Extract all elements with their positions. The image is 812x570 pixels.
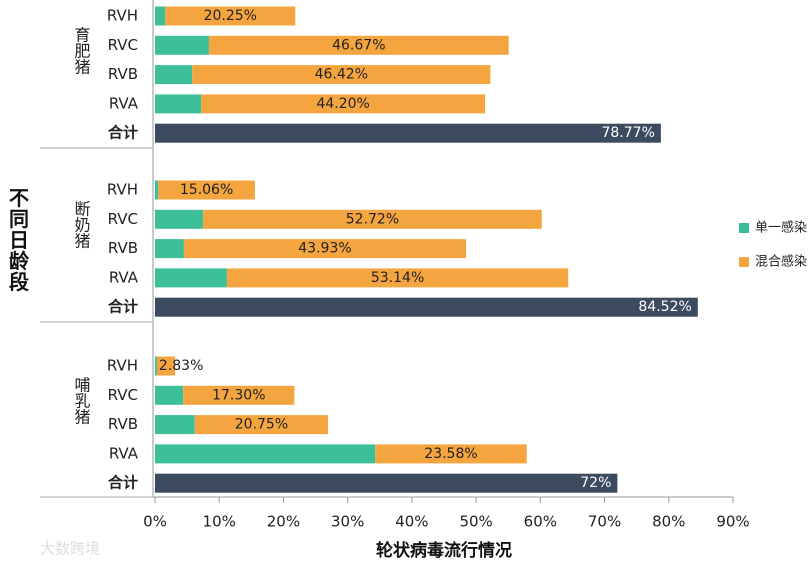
category-label: RVH (107, 181, 138, 199)
category-label: RVH (107, 357, 138, 375)
bar-segment (155, 6, 166, 26)
bar-segment (155, 268, 227, 288)
bar-segment (226, 268, 569, 288)
category-label: 合计 (107, 298, 138, 316)
bar-segment (208, 35, 509, 55)
category-label: RVA (109, 94, 139, 112)
x-tick-label: 10% (203, 513, 236, 531)
bar-segment (155, 356, 157, 376)
bar-segment (183, 385, 295, 405)
value-label: 20.25% (204, 8, 257, 24)
category-label: RVC (108, 36, 138, 54)
x-tick-label: 0% (143, 513, 167, 531)
bar-segment (156, 356, 176, 376)
value-label: 43.93% (298, 241, 351, 257)
bar-segment (155, 65, 193, 85)
x-tick-label: 40% (395, 513, 428, 531)
watermark: 大数跨境 (40, 540, 100, 558)
bar-segment (192, 65, 491, 85)
bar-segment (375, 444, 527, 464)
value-label: 44.20% (316, 96, 369, 112)
x-tick-label: 90% (716, 513, 749, 531)
bar-segment (158, 180, 255, 200)
category-label: RVB (108, 415, 138, 433)
group-label: 断奶猪 (72, 201, 91, 250)
x-axis-title: 轮状病毒流行情况 (376, 540, 512, 561)
value-label: 20.75% (235, 417, 288, 433)
category-label: 合计 (107, 474, 138, 492)
category-label: RVA (109, 268, 139, 286)
value-label: 53.14% (371, 270, 424, 286)
bar-segment (155, 180, 159, 200)
x-tick-label: 70% (588, 513, 621, 531)
category-label: RVH (107, 7, 138, 25)
total-label: 78.77% (601, 125, 654, 141)
category-label: 合计 (107, 124, 138, 142)
x-tick-label: 50% (459, 513, 492, 531)
group-label: 哺乳猪 (72, 377, 91, 426)
bar-segment (155, 385, 184, 405)
total-label: 84.52% (638, 299, 691, 315)
bar-segment (155, 209, 204, 229)
x-tick-label: 20% (267, 513, 300, 531)
y-axis-title: 不同日龄段 (6, 188, 30, 293)
category-label: RVA (109, 444, 139, 462)
bar-segment (155, 94, 202, 114)
bar-segment (165, 6, 296, 26)
bar-segment (155, 415, 195, 435)
legend-label: 混合感染 (755, 254, 807, 270)
bar-segment (155, 239, 184, 259)
category-label: RVC (108, 386, 138, 404)
bar-segment (155, 35, 209, 55)
category-label: RVB (108, 65, 138, 83)
total-bar (155, 297, 698, 317)
bar-segment (183, 239, 467, 259)
value-label: 52.72% (346, 211, 399, 227)
category-label: RVB (108, 239, 138, 257)
total-bar (155, 473, 618, 493)
value-label: 2.83% (159, 358, 203, 374)
x-tick-label: 60% (524, 513, 557, 531)
value-label: 23.58% (424, 446, 477, 462)
legend-swatch (739, 257, 749, 267)
value-label: 46.67% (332, 37, 385, 53)
x-tick-label: 30% (331, 513, 364, 531)
value-label: 46.42% (315, 67, 368, 83)
legend-swatch (739, 223, 749, 233)
legend-label: 单一感染 (755, 220, 807, 236)
value-label: 15.06% (180, 182, 233, 198)
x-tick-label: 80% (652, 513, 685, 531)
bar-segment (203, 209, 542, 229)
value-label: 17.30% (212, 387, 265, 403)
bar-segment (201, 94, 486, 114)
group-label: 育肥猪 (72, 27, 91, 76)
bar-segment (194, 415, 329, 435)
bar-segment (155, 444, 376, 464)
total-label: 72% (580, 475, 611, 491)
total-bar (155, 123, 661, 143)
category-label: RVC (108, 210, 138, 228)
